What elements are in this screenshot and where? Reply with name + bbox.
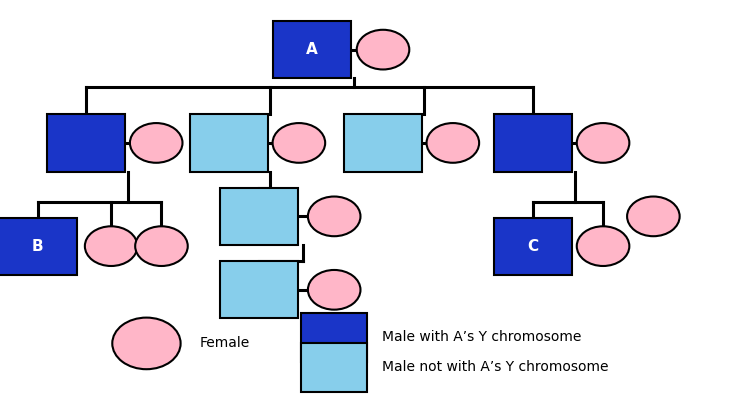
Ellipse shape	[357, 30, 409, 69]
Ellipse shape	[308, 197, 360, 236]
Text: Male with A’s Y chromosome: Male with A’s Y chromosome	[382, 330, 582, 345]
Ellipse shape	[427, 123, 479, 163]
Text: Male not with A’s Y chromosome: Male not with A’s Y chromosome	[382, 360, 609, 374]
Ellipse shape	[130, 123, 182, 163]
Text: B: B	[32, 239, 44, 254]
FancyBboxPatch shape	[190, 114, 268, 172]
FancyBboxPatch shape	[494, 218, 572, 275]
FancyBboxPatch shape	[494, 114, 572, 172]
Text: A: A	[306, 42, 318, 57]
FancyBboxPatch shape	[301, 313, 367, 362]
Text: C: C	[528, 239, 538, 254]
FancyBboxPatch shape	[0, 218, 77, 275]
FancyBboxPatch shape	[273, 21, 351, 78]
FancyBboxPatch shape	[220, 261, 298, 318]
FancyBboxPatch shape	[220, 188, 298, 245]
Ellipse shape	[577, 123, 629, 163]
Ellipse shape	[627, 197, 680, 236]
FancyBboxPatch shape	[47, 114, 125, 172]
Ellipse shape	[273, 123, 325, 163]
Ellipse shape	[135, 226, 188, 266]
Ellipse shape	[308, 270, 360, 310]
Ellipse shape	[85, 226, 137, 266]
Ellipse shape	[113, 318, 181, 369]
Ellipse shape	[577, 226, 629, 266]
FancyBboxPatch shape	[344, 114, 422, 172]
Text: Female: Female	[200, 336, 249, 351]
FancyBboxPatch shape	[301, 343, 367, 391]
